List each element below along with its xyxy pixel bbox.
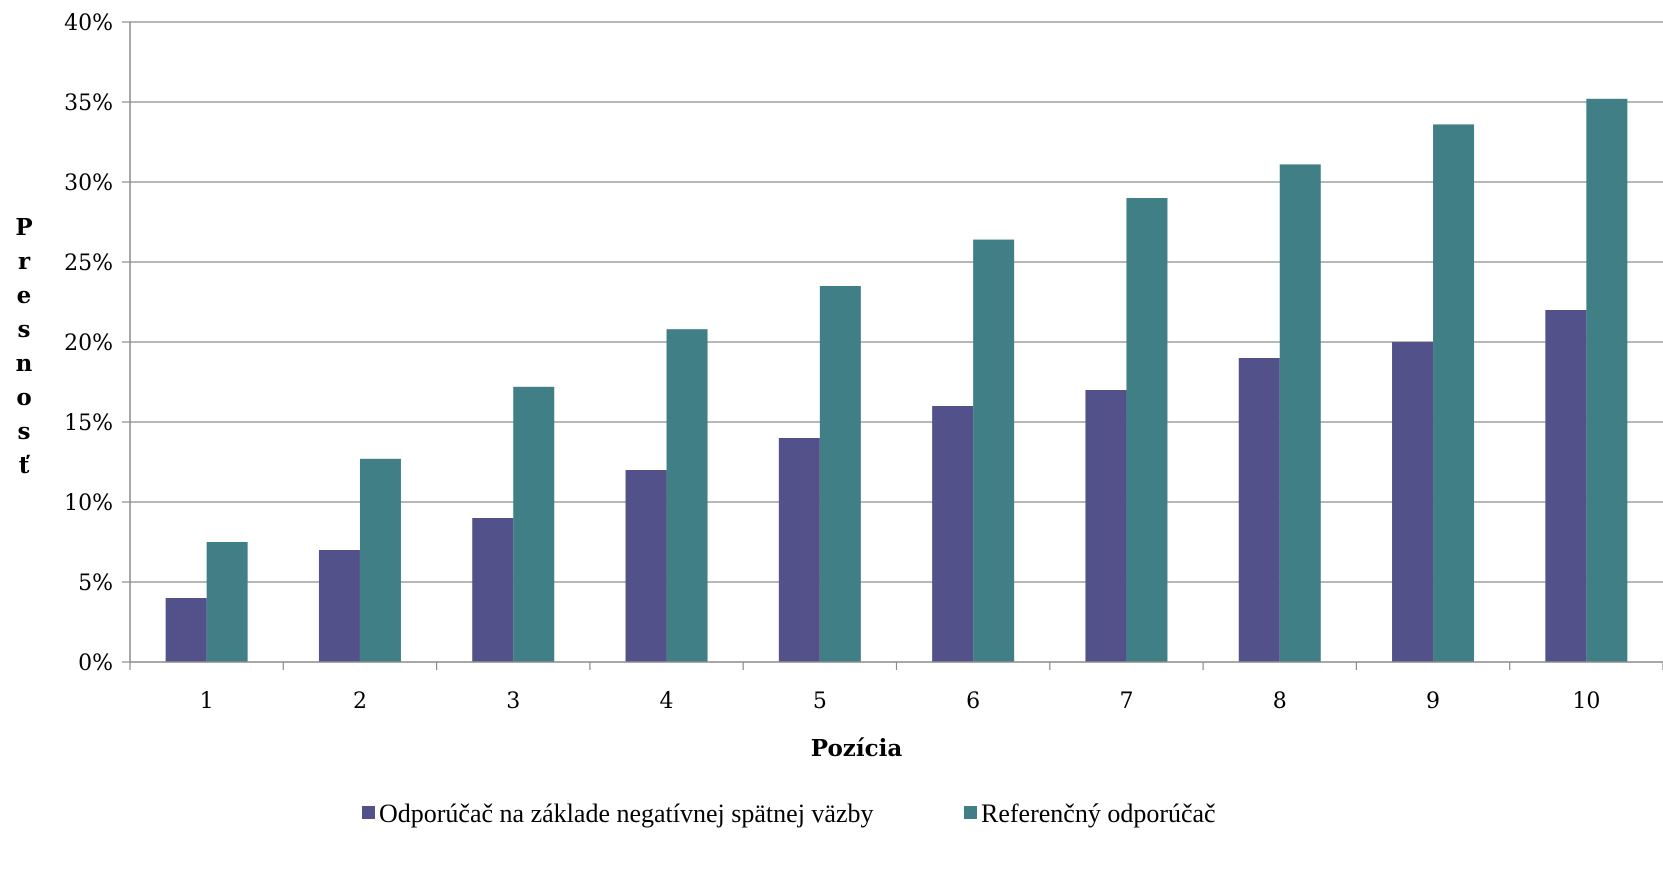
tick-labels: 0% 5% 10% 15% 20% 25% 30% 35% 40% 1 2 3 4 5 6 7 8 9 10 (64, 11, 1600, 714)
bar-series-2-cat-9 (1433, 124, 1475, 662)
x-tick-label: 10 (1572, 689, 1600, 714)
y-axis-title-char: n (16, 350, 33, 377)
x-tick-label: 8 (1273, 689, 1287, 714)
bar-series-1-cat-10 (1545, 310, 1587, 662)
bar-series-1-cat-6 (932, 406, 974, 662)
y-tick-label: 15% (64, 411, 113, 436)
y-tick-label: 40% (64, 11, 113, 36)
legend-label-series-2: Referenčný odporúčač (981, 799, 1216, 828)
bar-series-2-cat-4 (666, 329, 708, 662)
bar-series-2-cat-10 (1586, 98, 1628, 663)
bar-series-2-cat-1 (206, 542, 248, 662)
bar-series-1-cat-7 (1085, 390, 1127, 662)
bar-series-2-cat-3 (513, 386, 555, 662)
x-tick-label: 1 (200, 689, 214, 714)
bar-series-1-cat-9 (1392, 342, 1434, 662)
y-tick-label: 30% (64, 171, 113, 196)
legend-label-series-1: Odporúčač na základe negatívnej spätnej … (379, 799, 874, 828)
x-tick-label: 9 (1426, 689, 1440, 714)
bars (165, 98, 1628, 663)
bar-series-1-cat-4 (625, 470, 667, 662)
x-tick-label: 3 (506, 689, 520, 714)
y-axis-title-char: s (18, 418, 31, 445)
bar-series-1-cat-2 (318, 550, 360, 662)
y-tick-label: 0% (78, 651, 113, 676)
y-tick-label: 10% (64, 491, 113, 516)
legend-swatch-series-1 (362, 806, 375, 819)
x-tick-label: 5 (813, 689, 827, 714)
bar-series-1-cat-1 (165, 598, 207, 662)
bar-series-2-cat-8 (1279, 164, 1321, 662)
bar-series-2-cat-7 (1126, 198, 1168, 662)
y-tick-label: 25% (64, 251, 113, 276)
x-tick-label: 6 (966, 689, 980, 714)
x-tick-label: 4 (660, 689, 674, 714)
y-axis-title-char: r (18, 248, 31, 275)
bar-series-2-cat-2 (359, 458, 401, 662)
bar-series-2-cat-5 (819, 286, 861, 662)
legend: Odporúčač na základe negatívnej spätnej … (362, 799, 1216, 828)
x-tick-label: 7 (1119, 689, 1133, 714)
bar-series-1-cat-3 (472, 518, 514, 662)
y-axis-title-char: o (16, 384, 31, 411)
bar-series-2-cat-6 (973, 239, 1015, 662)
x-tick-label: 2 (353, 689, 367, 714)
x-axis-title: Pozícia (811, 735, 903, 762)
y-axis-title-char: e (17, 282, 32, 309)
y-axis-title-char: ť (19, 452, 31, 479)
y-tick-label: 35% (64, 91, 113, 116)
bar-series-1-cat-5 (778, 438, 820, 662)
legend-swatch-series-2 (964, 806, 977, 819)
y-tick-label: 5% (78, 571, 113, 596)
axes (122, 21, 1663, 670)
y-tick-label: 20% (64, 331, 113, 356)
bar-series-1-cat-8 (1238, 358, 1280, 662)
y-axis-title-char: P (15, 214, 32, 241)
y-axis-title-char: s (18, 316, 31, 343)
